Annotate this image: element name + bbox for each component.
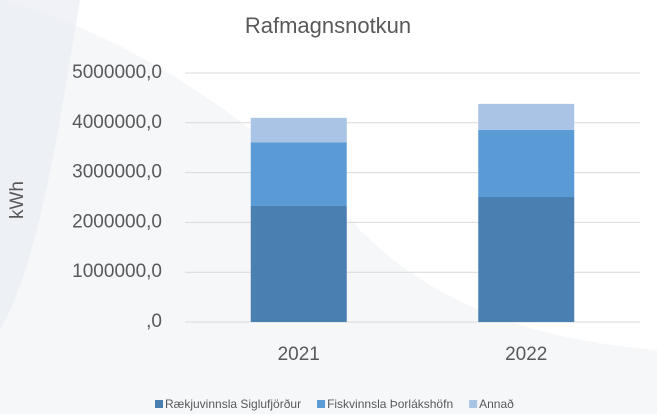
y-tick-label: 2000000,0 — [72, 211, 162, 232]
bar-segment — [250, 142, 347, 206]
bar-segment — [478, 129, 575, 198]
y-tick-label: 3000000,0 — [72, 162, 162, 183]
bar-segment — [250, 117, 347, 143]
bar-segment — [250, 205, 347, 322]
y-axis-label: kWh — [7, 181, 28, 219]
bar-segment — [478, 103, 575, 130]
legend-swatch — [469, 400, 478, 408]
y-tick-label: 5000000,0 — [72, 62, 162, 83]
legend-label: Rækjuvinnsla Siglufjörður — [165, 397, 301, 411]
y-tick-label: 4000000,0 — [72, 112, 162, 133]
x-tick-label: 2021 — [278, 344, 320, 365]
x-tick-label: 2022 — [505, 344, 547, 365]
legend-label: Fiskvinnsla Þorlákshöfn — [327, 397, 453, 411]
y-tick-label: ,0 — [146, 311, 162, 332]
legend-label: Annað — [479, 397, 514, 411]
bar-segment — [478, 197, 575, 322]
background-swoosh — [0, 0, 80, 330]
y-tick-label: 1000000,0 — [72, 261, 162, 282]
chart-title: Rafmagnsnotkun — [245, 13, 411, 38]
legend-swatch — [317, 400, 326, 408]
legend-swatch — [155, 400, 163, 408]
